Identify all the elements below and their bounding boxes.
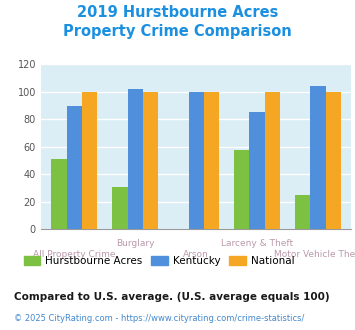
Bar [250, 113, 265, 229]
Bar [127, 89, 143, 229]
Text: Burglary: Burglary [116, 239, 154, 248]
Text: Property Crime Comparison: Property Crime Comparison [63, 24, 292, 39]
Text: Larceny & Theft: Larceny & Theft [221, 239, 293, 248]
Text: Motor Vehicle Theft: Motor Vehicle Theft [274, 250, 355, 259]
Text: Compared to U.S. average. (U.S. average equals 100): Compared to U.S. average. (U.S. average … [14, 292, 330, 302]
Bar [295, 195, 310, 229]
Bar [82, 92, 97, 229]
Bar [143, 92, 158, 229]
Bar [234, 149, 250, 229]
Legend: Hurstbourne Acres, Kentucky, National: Hurstbourne Acres, Kentucky, National [20, 252, 299, 270]
Bar [204, 92, 219, 229]
Bar [67, 106, 82, 229]
Text: 2019 Hurstbourne Acres: 2019 Hurstbourne Acres [77, 5, 278, 20]
Bar [51, 159, 67, 229]
Bar [265, 92, 280, 229]
Text: All Property Crime: All Property Crime [33, 250, 116, 259]
Text: © 2025 CityRating.com - https://www.cityrating.com/crime-statistics/: © 2025 CityRating.com - https://www.city… [14, 314, 305, 323]
Bar [189, 92, 204, 229]
Bar [326, 92, 341, 229]
Bar [113, 187, 127, 229]
Text: Arson: Arson [183, 250, 209, 259]
Bar [310, 86, 326, 229]
